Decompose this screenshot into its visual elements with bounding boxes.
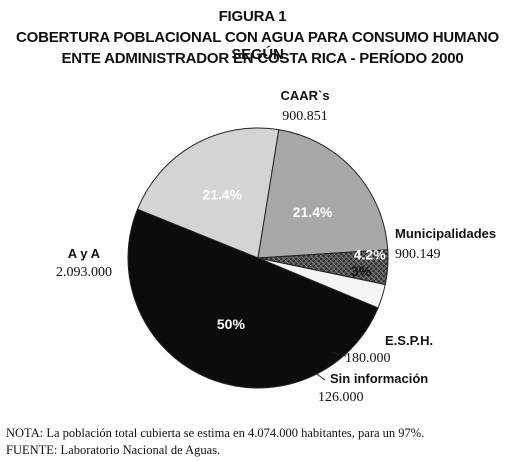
pie-slice-1 — [257, 129, 389, 259]
chart-subtitle-line1: COBERTURA POBLACIONAL CON AGUA PARA CONS… — [15, 29, 500, 63]
slice-name-label-4: A y A — [68, 246, 101, 261]
chart-subtitle-line2: ENTE ADMINISTRADOR EN COSTA RICA - PERÍO… — [61, 50, 464, 67]
note-text: NOTA: La población total cubierta se est… — [6, 426, 425, 440]
slice-value-label-3: 126.000 — [318, 390, 364, 405]
pie-percent-label-2: 4.2% — [354, 246, 386, 262]
pie-percent-label-1: 21.4% — [293, 204, 333, 220]
pie-slices — [127, 127, 389, 389]
slice-value-label-1: 900.149 — [395, 247, 441, 262]
slice-name-label-0: CAAR`s — [280, 88, 329, 103]
chart-title: FIGURA 1 — [218, 8, 287, 25]
pie-percent-labels: 21.4% 21.4% 4.2%3% 50% — [202, 187, 386, 333]
slice-value-label-2: 180.000 — [345, 351, 391, 366]
slice-labels: CAAR`s 900.851 Municipalidades 900.149 E.S.P… — [56, 88, 496, 405]
pie-percent-label-3: 3% — [351, 263, 372, 279]
source-text: FUENTE: Laboratorio Nacional de Aguas. — [6, 443, 221, 457]
pie-slice-0 — [136, 127, 280, 259]
leader-lines — [313, 351, 347, 381]
slice-value-label-4: 2.093.000 — [56, 265, 112, 280]
leader-line-esph — [330, 351, 347, 357]
slice-name-label-2: E.S.P.H. — [385, 333, 433, 348]
slice-name-label-3: Sin información — [330, 371, 428, 386]
leader-line-sin-informacion — [313, 371, 326, 381]
pie-percent-label-0: 21.4% — [202, 187, 242, 203]
slice-value-label-0: 900.851 — [282, 109, 328, 124]
pie-percent-label-4: 50% — [217, 316, 246, 332]
slice-name-label-1: Municipalidades — [395, 226, 496, 241]
pie-slice-4 — [127, 208, 379, 389]
